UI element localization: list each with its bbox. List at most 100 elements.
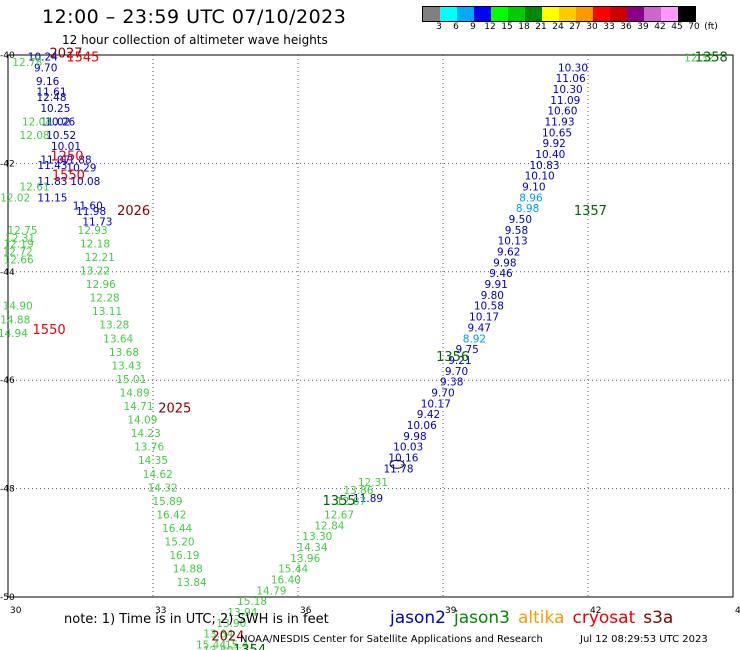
colorbar-label: 42 [654, 22, 666, 32]
jason2-wave-height-label: 10.58 [474, 301, 504, 313]
colorbar-swatch [423, 7, 440, 21]
colorbar-label: 45 [671, 22, 683, 32]
footer-note: note: 1) Time is in UTC; 2) SWH is in fe… [64, 612, 329, 627]
jason2-wave-height-label: 10.17 [469, 312, 499, 324]
jason2-wave-height-label: 10.24 [28, 51, 58, 63]
jason3-wave-height-label: 12.08 [20, 130, 50, 142]
jason2-wave-height-label: 9.98 [403, 431, 426, 443]
colorbar-swatch [627, 7, 644, 21]
map-title: 12:00 – 23:59 UTC 07/10/2023 [42, 6, 347, 28]
pass-number-label: 1250 [50, 150, 83, 165]
map-frame [7, 54, 734, 598]
colorbar-swatch [559, 7, 576, 21]
x-tick-label: 42 [590, 606, 601, 616]
colorbar-label: 9 [470, 22, 476, 32]
jason3-wave-height-label: 16.44 [162, 523, 192, 535]
jason2-wave-height-label: 10.08 [70, 176, 100, 188]
jason3-wave-height-label: 13.11 [92, 306, 122, 318]
jason2-wave-height-label: 9.92 [542, 138, 565, 150]
jason2-wave-height-label: 11.89 [353, 493, 383, 505]
colorbar-label: 30 [586, 22, 598, 32]
jason2-wave-height-label: 11.83 [37, 176, 67, 188]
x-tick-label: 36 [300, 606, 312, 616]
jason2-wave-height-label: 9.70 [431, 387, 454, 399]
jason2-wave-height-label: 10.25 [40, 103, 70, 115]
jason3-wave-height-label: 14.89 [120, 387, 150, 399]
y-tick-label: -50 [0, 593, 15, 603]
jason2-wave-height-label: 8.96 [519, 192, 543, 204]
jason2-wave-height-label: 10.83 [529, 160, 559, 172]
credit-line: NOAA/NESDIS Center for Satellite Applica… [240, 634, 543, 645]
jason2-wave-height-label: 12.48 [36, 92, 66, 104]
jason3-wave-height-label: 13.80 [203, 645, 233, 650]
jason2-wave-height-label: 9.70 [34, 62, 57, 74]
y-tick-label: -48 [0, 485, 15, 495]
colorbar-swatch [661, 7, 678, 21]
y-tick-label: -44 [0, 268, 15, 278]
jason3-wave-height-label: 12.32 [684, 53, 714, 65]
jason3-wave-height-label: 14.79 [256, 585, 286, 597]
y-tick-label: -46 [0, 376, 15, 386]
colorbar-label: 6 [453, 22, 459, 32]
jason2-wave-height-label: 9.16 [36, 76, 60, 88]
jason2-wave-height-label: 9.98 [493, 257, 516, 269]
jason3-wave-height-label: 12.19 [4, 238, 34, 250]
jason3-wave-height-label: 12.28 [90, 293, 120, 305]
jason3-wave-height-label: 14.62 [143, 469, 173, 481]
jason2-wave-height-label: 10.26 [45, 116, 75, 128]
jason3-wave-height-label: 13.43 [111, 360, 141, 372]
legend-altika: altika [518, 608, 565, 628]
jason2-wave-height-label: 10.30 [558, 62, 588, 74]
jason2-wave-height-label: 10.17 [421, 398, 451, 410]
jason3-wave-height-label: 12.93 [78, 225, 108, 237]
jason2-wave-height-label: 9.10 [522, 182, 545, 194]
colorbar-swatch [644, 7, 661, 21]
jason2-wave-height-label: 11.61 [36, 87, 66, 99]
pass-number-label: 1356 [436, 350, 469, 365]
jason2-wave-height-label: 11.78 [384, 463, 414, 475]
x-tick-label: 33 [155, 606, 166, 616]
jason3-wave-height-label: 15.20 [165, 537, 195, 549]
jason3-wave-height-label: 12.66 [4, 255, 34, 267]
jason3-wave-height-label: 12.84 [314, 520, 344, 532]
colorbar-swatch [576, 7, 593, 21]
jason2-wave-height-label: 9.38 [440, 377, 463, 389]
jason3-wave-height-label: 15.18 [237, 596, 267, 608]
jason2-wave-height-label: 9.75 [455, 344, 478, 356]
jason2-wave-height-label: 11.88 [62, 154, 92, 166]
jason3-wave-height-label: 13.90 [216, 618, 246, 630]
pass-number-label: 2024 [211, 629, 244, 644]
colorbar-swatch [491, 7, 508, 21]
pass-number-label: 1357 [574, 204, 607, 219]
x-tick-label: 39 [445, 606, 457, 616]
jason3-wave-height-label: 13.28 [99, 320, 129, 332]
jason3-wave-height-label: 12.87 [336, 496, 366, 508]
colorbar-label: (ft) [704, 22, 718, 32]
jason3-wave-height-label: 12.75 [7, 225, 37, 237]
jason2-wave-height-label: 10.60 [547, 106, 577, 118]
pass-number-label: 1358 [695, 51, 728, 66]
jason3-wave-height-label: 15.89 [152, 496, 182, 508]
colorbar-label: 33 [603, 22, 615, 32]
colorbar-swatch [508, 7, 525, 21]
jason3-wave-height-label: 14.88 [0, 314, 30, 326]
jason3-wave-height-label: 15.01 [116, 374, 146, 386]
jason2-wave-height-label: 8.98 [516, 203, 539, 215]
colorbar-label: 27 [569, 22, 581, 32]
jason3-wave-height-label: 13.64 [103, 333, 133, 345]
jason3-wave-height-label: 14.35 [138, 455, 168, 467]
jason2-wave-height-label: 11.98 [76, 206, 106, 218]
legend-jason3: jason3 [454, 608, 510, 628]
jason2-wave-height-label: 10.06 [407, 420, 437, 432]
jason3-wave-height-label: 16.19 [169, 550, 199, 562]
jason2-wave-height-label: 11.07 [40, 154, 70, 166]
jason2-wave-height-label: 9.21 [448, 355, 471, 367]
jason2-wave-height-label: 10.03 [393, 442, 423, 454]
colorbar-label: 24 [552, 22, 564, 32]
pass-number-label: 1550 [52, 169, 85, 184]
jason2-wave-height-label: 10.30 [553, 84, 583, 96]
colorbar-label: 36 [620, 22, 632, 32]
jason2-wave-height-label: 9.58 [505, 225, 528, 237]
jason2-wave-height-label: 11.06 [556, 73, 586, 85]
colorbar-swatch [542, 7, 559, 21]
